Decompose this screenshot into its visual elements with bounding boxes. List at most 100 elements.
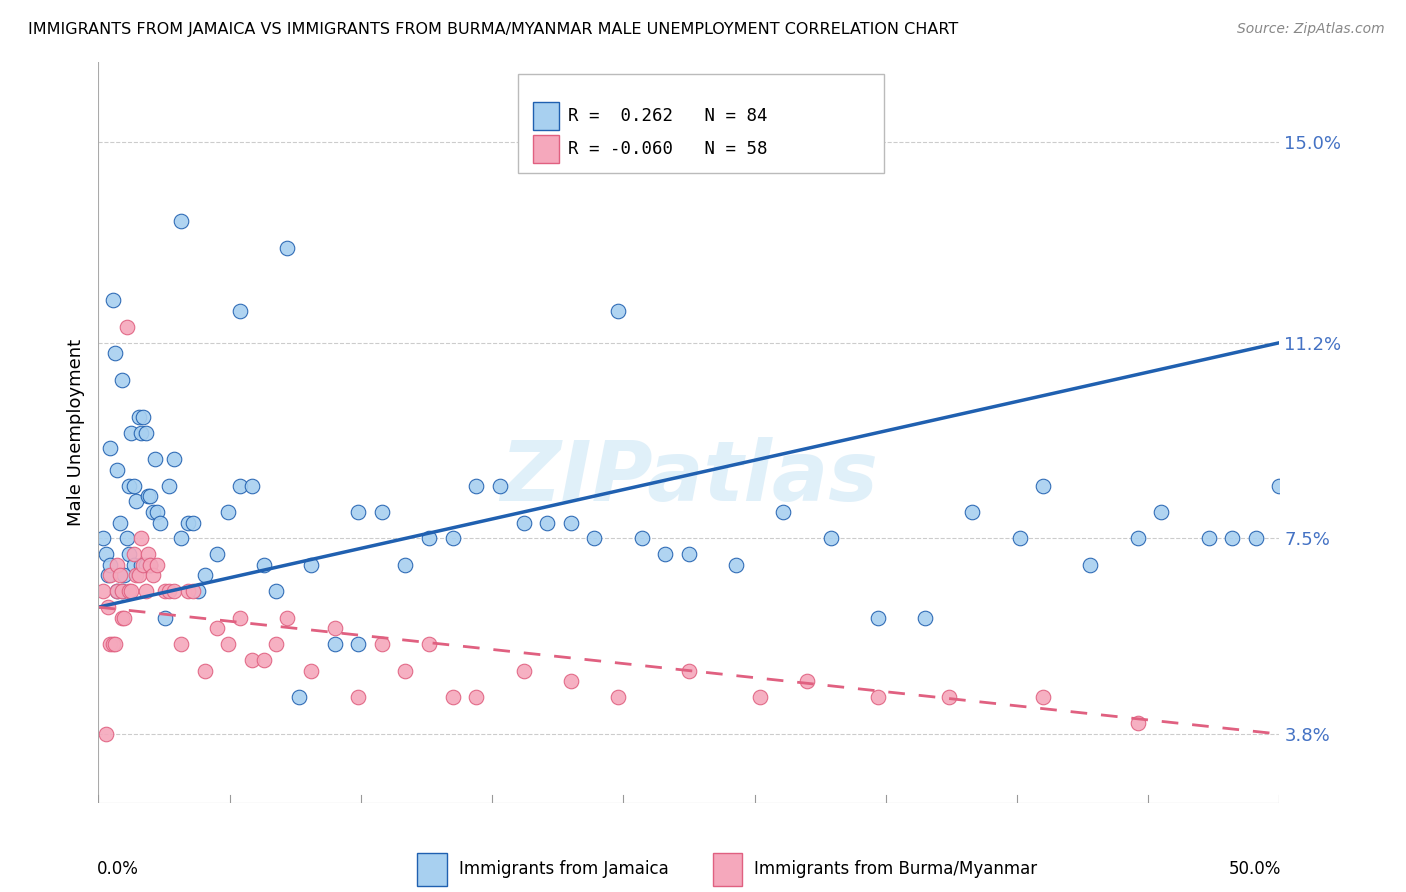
Point	[240, 653, 263, 667]
Point	[299, 664, 322, 678]
Point	[489, 478, 512, 492]
Point	[181, 584, 204, 599]
Point	[157, 584, 180, 599]
Point	[170, 214, 193, 228]
Point	[607, 690, 630, 704]
Point	[101, 637, 124, 651]
Point	[240, 478, 263, 492]
Text: Immigrants from Burma/Myanmar: Immigrants from Burma/Myanmar	[754, 861, 1038, 879]
Point	[441, 690, 464, 704]
Point	[128, 409, 150, 424]
Point	[122, 547, 145, 561]
Point	[97, 600, 120, 615]
Point	[125, 568, 148, 582]
Text: Source: ZipAtlas.com: Source: ZipAtlas.com	[1237, 22, 1385, 37]
Point	[153, 610, 176, 624]
Point	[129, 558, 152, 572]
Point	[654, 547, 676, 561]
Point	[118, 584, 141, 599]
Point	[143, 452, 166, 467]
Point	[194, 664, 217, 678]
Point	[253, 653, 276, 667]
Point	[146, 558, 169, 572]
Point	[181, 516, 204, 530]
Point	[678, 547, 700, 561]
Point	[118, 547, 141, 561]
Point	[135, 558, 157, 572]
Point	[149, 516, 172, 530]
Point	[229, 304, 252, 318]
Point	[177, 516, 200, 530]
Point	[796, 674, 818, 689]
Point	[97, 568, 120, 582]
Point	[276, 610, 298, 624]
Point	[371, 637, 394, 651]
Point	[111, 610, 134, 624]
Point	[1080, 558, 1102, 572]
Point	[1126, 532, 1149, 546]
Point	[111, 373, 134, 387]
Point	[139, 558, 162, 572]
Point	[129, 425, 152, 440]
Point	[153, 584, 176, 599]
Point	[1008, 532, 1031, 546]
Point	[229, 610, 252, 624]
Text: 0.0%: 0.0%	[97, 861, 139, 879]
Point	[418, 637, 440, 651]
Point	[94, 547, 117, 561]
Point	[866, 610, 889, 624]
Point	[142, 505, 165, 519]
Point	[122, 478, 145, 492]
Point	[122, 558, 145, 572]
Point	[104, 637, 127, 651]
Text: R =  0.262   N = 84: R = 0.262 N = 84	[568, 107, 768, 125]
Point	[177, 584, 200, 599]
Point	[105, 462, 128, 476]
Point	[748, 690, 770, 704]
Point	[347, 637, 370, 651]
Point	[170, 532, 193, 546]
Point	[91, 584, 114, 599]
Point	[129, 532, 152, 546]
Bar	[713, 853, 742, 886]
Point	[135, 425, 157, 440]
Point	[441, 532, 464, 546]
Point	[115, 319, 138, 334]
Point	[560, 516, 582, 530]
Point	[938, 690, 960, 704]
Point	[288, 690, 311, 704]
Point	[105, 584, 128, 599]
Point	[205, 547, 228, 561]
Point	[187, 584, 209, 599]
Point	[678, 664, 700, 678]
Point	[108, 516, 131, 530]
Point	[347, 505, 370, 519]
Point	[135, 584, 157, 599]
Point	[1244, 532, 1267, 546]
Point	[118, 478, 141, 492]
Text: R = -0.060   N = 58: R = -0.060 N = 58	[568, 140, 768, 159]
Point	[121, 584, 143, 599]
Point	[1126, 716, 1149, 731]
Point	[139, 558, 162, 572]
Bar	[533, 102, 560, 130]
Point	[820, 532, 842, 546]
Point	[962, 505, 984, 519]
Point	[583, 532, 606, 546]
Point	[111, 584, 134, 599]
Point	[121, 425, 143, 440]
Point	[128, 568, 150, 582]
Text: IMMIGRANTS FROM JAMAICA VS IMMIGRANTS FROM BURMA/MYANMAR MALE UNEMPLOYMENT CORRE: IMMIGRANTS FROM JAMAICA VS IMMIGRANTS FR…	[28, 22, 959, 37]
Text: ZIPatlas: ZIPatlas	[501, 436, 877, 517]
Point	[136, 547, 159, 561]
Point	[108, 568, 131, 582]
Point	[299, 558, 322, 572]
Point	[115, 532, 138, 546]
Text: Immigrants from Jamaica: Immigrants from Jamaica	[458, 861, 668, 879]
Point	[101, 293, 124, 308]
Point	[560, 674, 582, 689]
Point	[136, 489, 159, 503]
Point	[217, 505, 239, 519]
Point	[323, 637, 346, 651]
Bar	[533, 136, 560, 163]
